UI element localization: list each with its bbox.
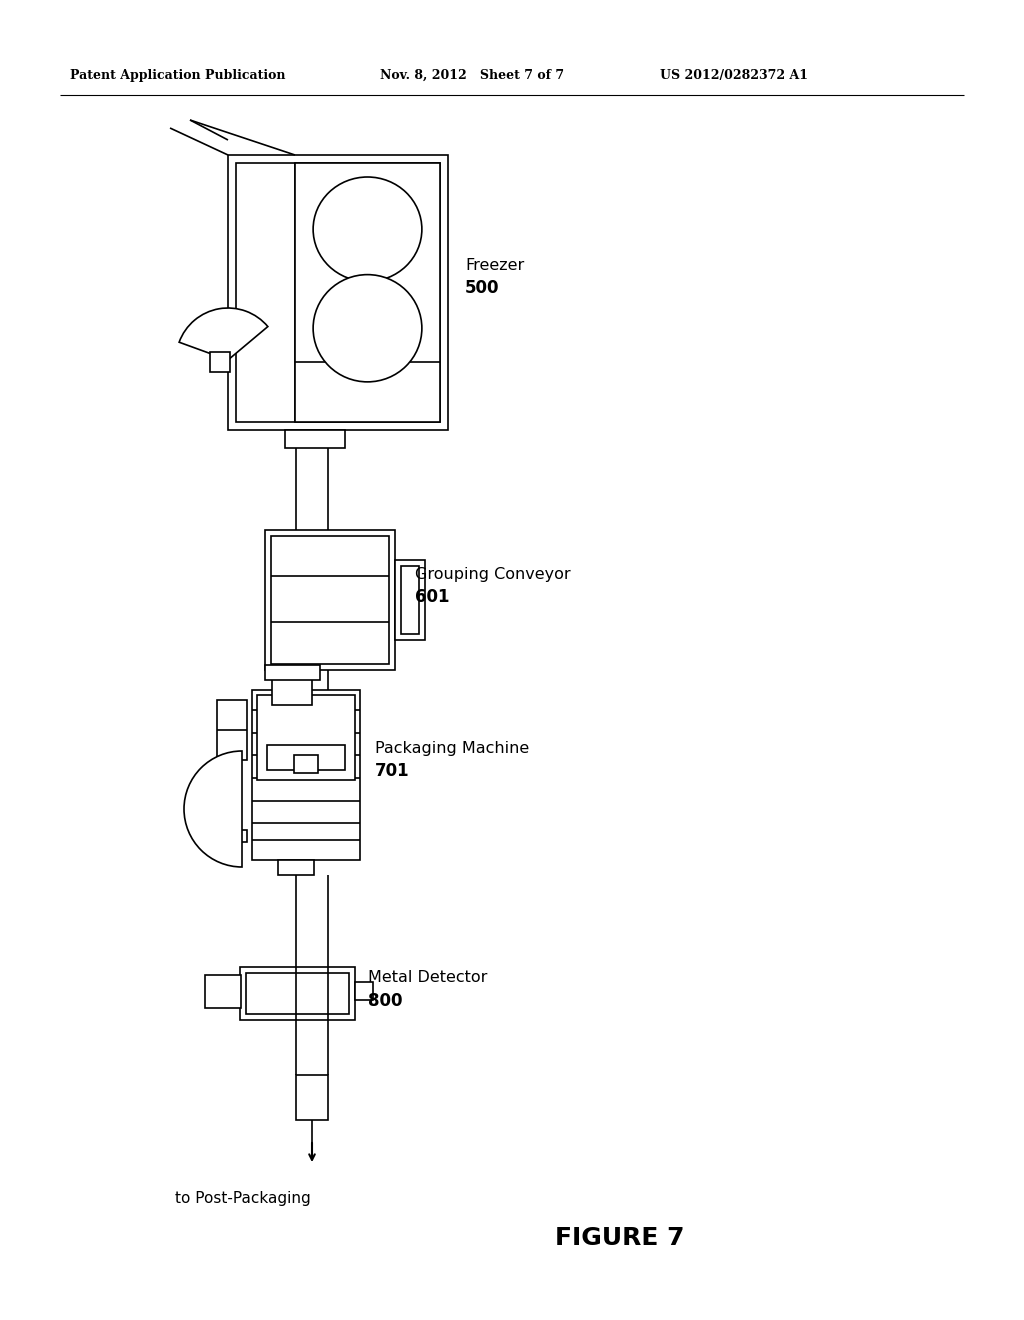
Bar [246,973,349,1014]
Text: Metal Detector: Metal Detector [368,970,487,986]
Bar [265,665,319,680]
Text: Grouping Conveyor: Grouping Conveyor [415,566,570,582]
Bar [267,744,345,770]
Bar [285,430,345,447]
Bar [217,700,247,759]
Bar [296,1074,328,1119]
Ellipse shape [313,275,422,381]
Text: Nov. 8, 2012   Sheet 7 of 7: Nov. 8, 2012 Sheet 7 of 7 [380,69,564,82]
Bar [355,982,373,1001]
Bar [265,531,395,671]
Bar [205,975,241,1008]
Bar [257,696,355,780]
Text: 701: 701 [375,762,410,780]
Text: Freezer: Freezer [465,257,524,272]
Text: 800: 800 [368,993,402,1010]
Bar [228,154,449,430]
Bar [252,690,360,861]
Text: Packaging Machine: Packaging Machine [375,741,529,755]
Bar [227,830,247,842]
Bar [236,162,440,422]
Bar [240,968,355,1020]
Bar [272,675,312,705]
Bar [295,162,440,422]
Bar [395,560,425,640]
Text: 500: 500 [465,279,500,297]
Text: FIGURE 7: FIGURE 7 [555,1226,685,1250]
Wedge shape [184,751,242,867]
Wedge shape [179,308,268,360]
Text: Patent Application Publication: Patent Application Publication [70,69,286,82]
Ellipse shape [313,177,422,281]
Bar [401,566,419,634]
Text: 601: 601 [415,587,450,606]
Text: to Post-Packaging: to Post-Packaging [175,1191,310,1205]
Bar [294,755,318,772]
Bar [278,861,314,875]
Text: US 2012/0282372 A1: US 2012/0282372 A1 [660,69,808,82]
Bar [271,536,389,664]
Bar [210,352,230,372]
